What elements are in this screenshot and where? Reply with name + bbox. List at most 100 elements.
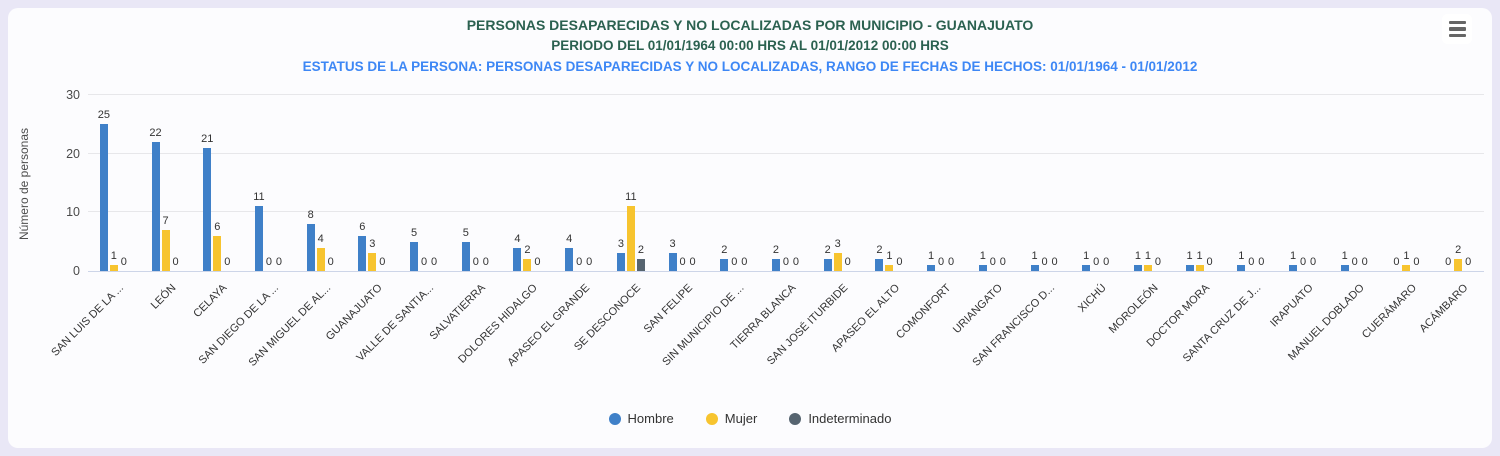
bar-hombre[interactable]	[1082, 265, 1091, 271]
bar-column: 25	[98, 96, 110, 271]
bar-value-label: 0	[576, 256, 583, 268]
bar-hombre[interactable]	[616, 253, 625, 271]
bar-column: 3	[668, 96, 677, 271]
bar-value-label: 0	[379, 256, 386, 268]
bar-column: 0	[472, 96, 480, 271]
bar-mujer[interactable]	[161, 230, 170, 271]
bar-value-label: 3	[669, 238, 676, 250]
bar-hombre[interactable]	[151, 142, 160, 271]
bar-value-label: 0	[989, 256, 996, 268]
chart-subtitle-period: PERIODO DEL 01/01/1964 00:00 HRS AL 01/0…	[551, 38, 949, 53]
bar-column: 0	[1206, 96, 1214, 271]
bar-value-label: 0	[120, 256, 127, 268]
bar-value-label: 3	[617, 238, 624, 250]
bar-hombre[interactable]	[306, 224, 315, 271]
bar-column: 4	[316, 96, 325, 271]
bar-mujer[interactable]	[885, 265, 894, 271]
bar-column: 0	[1051, 96, 1059, 271]
x-axis-label: CUERÁMARO	[1359, 282, 1419, 342]
bar-column: 2	[636, 96, 645, 271]
bar-hombre[interactable]	[668, 253, 677, 271]
bar-value-label: 11	[253, 191, 265, 203]
bar-mujer[interactable]	[213, 236, 222, 271]
bar-value-label: 0	[1093, 256, 1100, 268]
bar-value-label: 3	[834, 238, 841, 250]
bar-hombre[interactable]	[771, 259, 780, 271]
bar-hombre[interactable]	[1340, 265, 1349, 271]
bar-hombre[interactable]	[203, 148, 212, 271]
legend-marker-icon	[608, 412, 621, 425]
bar-mujer[interactable]	[1402, 265, 1411, 271]
bar-hombre[interactable]	[1289, 265, 1298, 271]
bar-column: 4	[565, 96, 574, 271]
bar-column: 0	[378, 96, 386, 271]
chart-export-menu-button[interactable]	[1442, 14, 1472, 44]
bar-hombre[interactable]	[410, 242, 419, 271]
bar-value-label: 0	[482, 256, 489, 268]
bar-hombre[interactable]	[358, 236, 367, 271]
bar-value-label: 0	[782, 256, 790, 268]
bar-mujer[interactable]	[316, 248, 325, 271]
gridline	[88, 152, 1484, 154]
bar-value-label: 22	[149, 127, 162, 139]
bar-value-label: 21	[201, 133, 214, 145]
bar-mujer[interactable]	[1143, 265, 1152, 271]
bar-column: 0	[895, 96, 903, 271]
bar-hombre[interactable]	[1133, 265, 1142, 271]
bar-column: 1	[109, 96, 118, 271]
bar-mujer[interactable]	[626, 206, 635, 271]
bar-hombre[interactable]	[565, 248, 574, 271]
bar-hombre[interactable]	[927, 265, 936, 271]
bar-value-label: 0	[844, 256, 851, 268]
bar-value-label: 2	[876, 244, 883, 256]
bar-value-label: 0	[275, 256, 283, 268]
bar-column: 0	[120, 96, 128, 271]
bar-hombre[interactable]	[1185, 265, 1194, 271]
bar-column: 0	[792, 96, 800, 271]
bar-mujer[interactable]	[109, 265, 118, 271]
plot-area: 0 10 20 30 25 1 0 22 7 0 21 6 0 11 0 0 8 4 0 6 3 0 5 0 0 5 0 0 4 2 0 4 0…	[66, 88, 1484, 278]
x-axis-label: CELAYA	[191, 282, 230, 321]
bar-mujer[interactable]	[1195, 265, 1204, 271]
legend-item-indeterminado[interactable]: Indeterminado	[789, 411, 891, 426]
legend-marker-icon	[705, 412, 718, 425]
bar-hombre[interactable]	[978, 265, 987, 271]
x-axis-label: SAN FELIPE	[641, 282, 696, 336]
legend-label: Hombre	[627, 411, 674, 426]
legend-marker-icon	[789, 412, 802, 425]
legend-item-mujer[interactable]: Mujer	[705, 411, 757, 426]
bar-hombre[interactable]	[513, 248, 522, 271]
bar-mujer[interactable]	[368, 253, 377, 271]
bar-value-label: 1	[1196, 250, 1203, 262]
bar-column: 0	[679, 96, 687, 271]
bar-hombre[interactable]	[461, 242, 470, 271]
bar-hombre[interactable]	[254, 206, 263, 271]
bar-hombre[interactable]	[720, 259, 729, 271]
bar-hombre[interactable]	[1237, 265, 1246, 271]
bar-column: 11	[625, 96, 637, 271]
bar-value-label: 4	[514, 233, 521, 245]
bar-mujer[interactable]	[833, 253, 842, 271]
bar-value-label: 0	[1206, 256, 1213, 268]
bar-hombre[interactable]	[823, 259, 832, 271]
bar-value-label: 2	[721, 244, 728, 256]
bar-hombre[interactable]	[875, 259, 884, 271]
bar-value-label: 0	[586, 256, 593, 268]
gridline	[88, 211, 1484, 213]
legend-item-hombre[interactable]: Hombre	[608, 411, 674, 426]
bar-value-label: 0	[534, 256, 541, 268]
bar-mujer[interactable]	[523, 259, 532, 271]
bar-mujer[interactable]	[1454, 259, 1463, 271]
bar-indeterminado[interactable]	[636, 259, 645, 271]
bar-column: 1	[978, 96, 987, 271]
bar-hombre[interactable]	[99, 124, 108, 271]
bar-hombre[interactable]	[1030, 265, 1039, 271]
bar-column: 0	[730, 96, 738, 271]
bar-column: 0	[989, 96, 997, 271]
bar-column: 0	[1257, 96, 1265, 271]
bar-value-label: 7	[162, 215, 169, 227]
